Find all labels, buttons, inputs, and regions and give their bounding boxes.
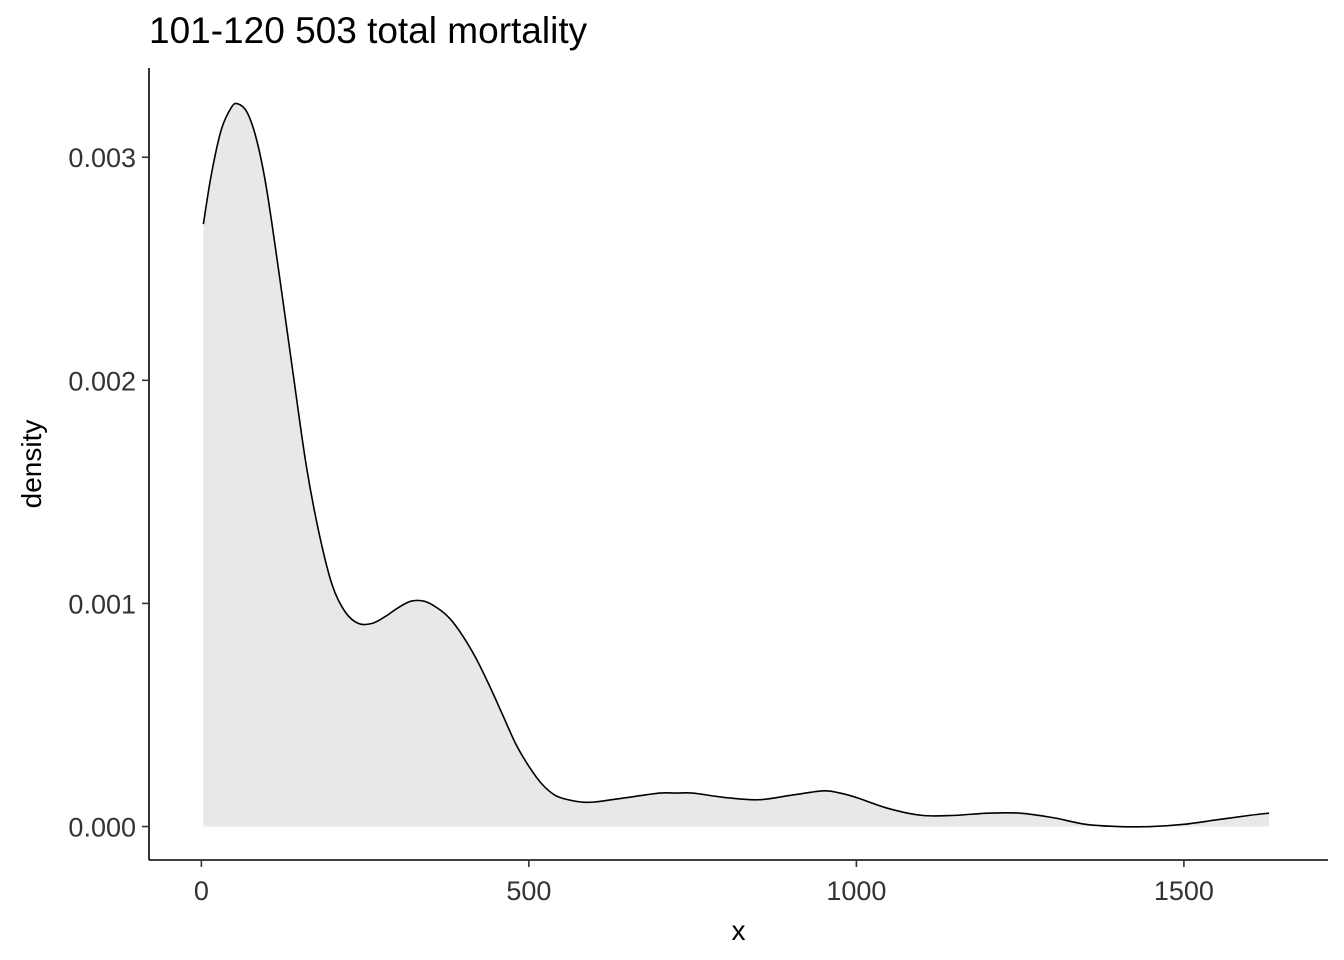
y-tick-label: 0.000 xyxy=(68,813,136,843)
density-curve xyxy=(202,102,1270,828)
x-tick-label: 1000 xyxy=(826,876,886,906)
density-area xyxy=(203,103,1270,827)
chart-title: 101-120 503 total mortality xyxy=(149,10,588,51)
x-tick-label: 500 xyxy=(506,876,551,906)
x-axis-title: x xyxy=(732,915,746,946)
y-tick-label: 0.001 xyxy=(68,589,136,619)
y-tick-label: 0.003 xyxy=(68,143,136,173)
x-tick-label: 1500 xyxy=(1154,876,1214,906)
y-tick-label: 0.002 xyxy=(68,366,136,396)
x-tick-label: 0 xyxy=(194,876,209,906)
y-axis-title: density xyxy=(16,420,47,509)
